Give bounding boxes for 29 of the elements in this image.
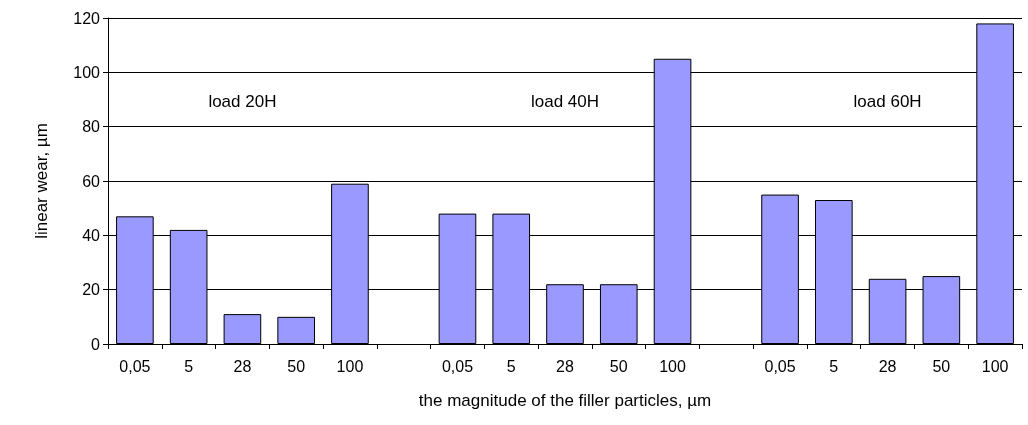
y-tick-label: 20 [82, 281, 101, 299]
x-tick-label: 0,05 [764, 357, 796, 375]
x-tick-label: 28 [233, 357, 252, 375]
x-tick-label: 5 [184, 357, 194, 375]
y-tick-label: 60 [82, 172, 101, 190]
x-tick-label: 50 [932, 357, 951, 375]
y-tick-label: 40 [82, 226, 101, 244]
annotation: load 40H [530, 91, 600, 111]
y-tick-label: 0 [91, 335, 101, 353]
x-tick-label: 100 [659, 357, 686, 375]
x-tick-label: 100 [981, 357, 1009, 375]
y-tick-label: 120 [73, 9, 101, 27]
bar [223, 314, 262, 344]
y-axis-title: linear wear, µm [32, 123, 51, 239]
x-tick-label: 5 [829, 357, 839, 375]
x-tick-label: 100 [336, 357, 364, 375]
x-tick-label: 0,05 [119, 357, 151, 375]
x-axis-title: the magnitude of the filler particles, µm [418, 391, 712, 410]
annotation: load 20H [208, 91, 277, 111]
bar [277, 316, 315, 344]
y-tick-label: 80 [82, 118, 101, 136]
annotation: load 60H [853, 91, 922, 111]
x-tick-label: 28 [878, 357, 897, 375]
x-tick-label: 50 [609, 357, 628, 375]
x-tick-label: 0,05 [441, 357, 474, 375]
y-tick-label: 100 [73, 63, 101, 81]
x-tick-label: 50 [287, 357, 306, 375]
x-tick-label: 5 [506, 357, 516, 375]
x-tick-label: 28 [556, 357, 574, 375]
